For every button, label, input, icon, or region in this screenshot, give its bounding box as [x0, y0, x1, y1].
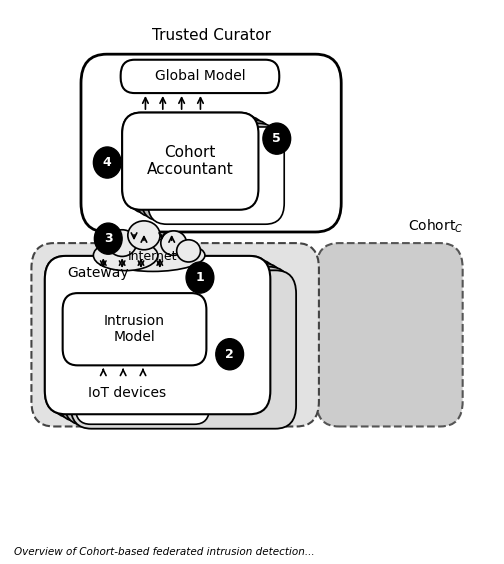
FancyBboxPatch shape	[120, 60, 279, 93]
FancyBboxPatch shape	[317, 243, 463, 426]
FancyBboxPatch shape	[148, 127, 284, 224]
Text: 2: 2	[225, 348, 234, 361]
Circle shape	[94, 223, 122, 254]
FancyBboxPatch shape	[70, 379, 204, 421]
Ellipse shape	[161, 231, 186, 255]
Text: Cohort
Accountant: Cohort Accountant	[147, 144, 233, 177]
FancyBboxPatch shape	[122, 113, 259, 210]
FancyBboxPatch shape	[57, 263, 283, 421]
Text: Intrusion
Model: Intrusion Model	[104, 314, 165, 345]
FancyBboxPatch shape	[129, 116, 265, 213]
FancyBboxPatch shape	[62, 293, 207, 365]
Text: Cohort$_C$: Cohort$_C$	[408, 217, 463, 235]
Circle shape	[186, 262, 214, 293]
FancyBboxPatch shape	[122, 113, 259, 210]
Text: Trusted Curator: Trusted Curator	[152, 28, 271, 43]
Text: Overview of Cohort-based federated intrusion detection...: Overview of Cohort-based federated intru…	[14, 547, 314, 557]
Text: 3: 3	[104, 232, 112, 245]
FancyBboxPatch shape	[81, 54, 341, 232]
Text: 4: 4	[103, 156, 112, 169]
Text: Global Model: Global Model	[155, 69, 245, 83]
FancyBboxPatch shape	[57, 373, 192, 414]
Ellipse shape	[101, 239, 205, 271]
Ellipse shape	[177, 240, 201, 262]
Text: 5: 5	[272, 132, 281, 145]
Text: Internet: Internet	[128, 250, 177, 263]
Text: Cohort$_1$: Cohort$_1$	[257, 219, 311, 236]
Text: Gateway: Gateway	[68, 266, 129, 280]
FancyBboxPatch shape	[64, 376, 198, 417]
Ellipse shape	[108, 230, 137, 257]
Ellipse shape	[93, 240, 158, 271]
Text: 1: 1	[196, 271, 204, 284]
FancyBboxPatch shape	[64, 267, 290, 425]
FancyBboxPatch shape	[45, 256, 270, 414]
FancyBboxPatch shape	[51, 259, 277, 418]
FancyBboxPatch shape	[31, 243, 319, 426]
Ellipse shape	[128, 221, 160, 250]
FancyBboxPatch shape	[76, 382, 209, 424]
Text: IoT devices: IoT devices	[88, 386, 166, 400]
Circle shape	[216, 338, 243, 370]
FancyBboxPatch shape	[45, 256, 270, 414]
FancyBboxPatch shape	[135, 120, 271, 217]
Circle shape	[263, 123, 291, 154]
Circle shape	[93, 147, 121, 178]
FancyBboxPatch shape	[71, 270, 296, 429]
FancyBboxPatch shape	[142, 124, 278, 221]
